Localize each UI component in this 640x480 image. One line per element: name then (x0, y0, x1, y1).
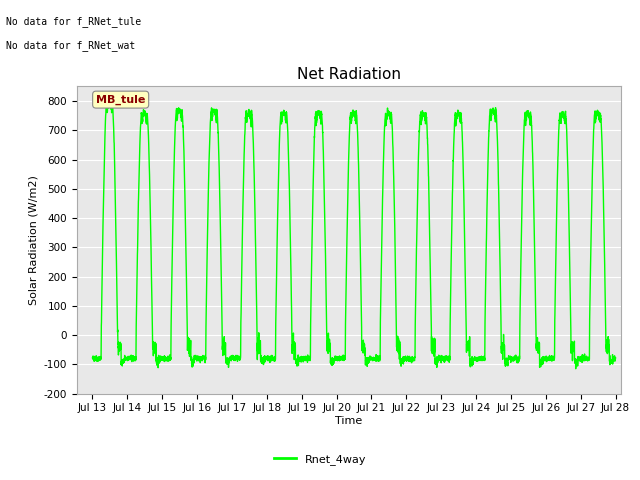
Text: No data for f_RNet_wat: No data for f_RNet_wat (6, 40, 136, 51)
Text: MB_tule: MB_tule (96, 95, 145, 105)
Title: Net Radiation: Net Radiation (297, 68, 401, 83)
Legend: Rnet_4way: Rnet_4way (269, 450, 371, 469)
Y-axis label: Solar Radiation (W/m2): Solar Radiation (W/m2) (28, 175, 38, 305)
Text: No data for f_RNet_tule: No data for f_RNet_tule (6, 16, 141, 27)
X-axis label: Time: Time (335, 416, 362, 426)
